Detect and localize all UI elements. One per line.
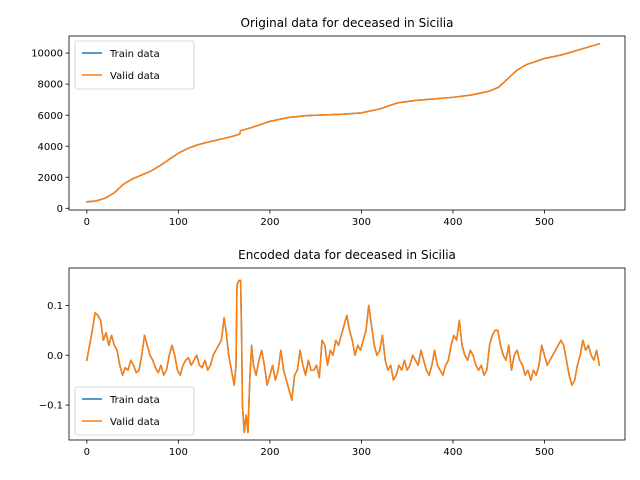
legend-label-train: Train data — [109, 49, 160, 60]
chart-title-encoded: Encoded data for deceased in Sicilia — [238, 248, 456, 262]
plot-area-encoded: 0 100 200 300 400 500 −0.1 0.0 0.1 Train data Vali… — [39, 267, 626, 458]
y-tick-label: 8000 — [38, 80, 63, 91]
x-tick-label: 0 — [84, 447, 90, 458]
y-tick-label: 6000 — [38, 111, 63, 122]
axes-frame — [68, 267, 626, 441]
x-tick-label: 500 — [535, 217, 554, 228]
x-tick-label: 400 — [443, 447, 462, 458]
series-line-valid — [86, 42, 601, 203]
y-tick-label: 2000 — [38, 173, 63, 184]
y-tick-label: 0.1 — [47, 301, 63, 312]
x-tick-label: 200 — [260, 447, 279, 458]
y-tick-label: 10000 — [31, 49, 63, 60]
y-tick-label: −0.1 — [39, 401, 63, 412]
x-tick-label: 0 — [84, 217, 90, 228]
x-tick-label: 500 — [535, 447, 554, 458]
chart-title-original: Original data for deceased in Sicilia — [241, 16, 454, 30]
legend-label-valid: Valid data — [110, 417, 160, 428]
x-tick-label: 200 — [260, 217, 279, 228]
series-line-valid — [85, 279, 601, 434]
legend-box — [74, 386, 195, 436]
x-tick-label: 300 — [352, 217, 371, 228]
legend-box — [74, 40, 195, 90]
chart-encoded: Encoded data for deceased in Sicilia 0 10… — [39, 248, 626, 458]
y-tick-label: 4000 — [38, 142, 63, 153]
legend-label-train: Train data — [109, 395, 160, 406]
chart-original: Original data for deceased in Sicilia 0 1… — [31, 16, 626, 228]
axes-frame — [68, 35, 626, 211]
x-tick-label: 100 — [169, 217, 188, 228]
y-tick-label: 0.0 — [47, 351, 63, 362]
legend-label-valid: Valid data — [110, 71, 160, 82]
y-tick-label: 0 — [57, 204, 63, 215]
x-tick-label: 300 — [352, 447, 371, 458]
x-tick-label: 100 — [169, 447, 188, 458]
x-tick-label: 400 — [443, 217, 462, 228]
plot-area-original: 0 100 200 300 400 500 0 2000 4000 6000 8000 10000 Tr… — [31, 35, 626, 228]
